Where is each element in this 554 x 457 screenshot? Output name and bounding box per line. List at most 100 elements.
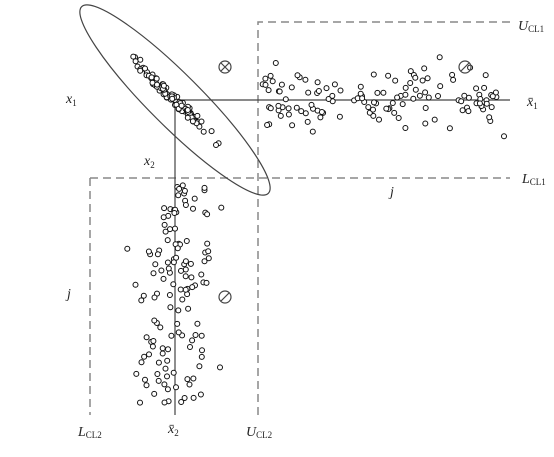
symbol bbox=[220, 292, 230, 302]
point bbox=[217, 364, 223, 371]
point bbox=[422, 89, 429, 96]
label-text: L bbox=[521, 172, 530, 187]
point bbox=[199, 347, 205, 354]
point bbox=[450, 76, 457, 83]
point bbox=[419, 77, 426, 84]
point bbox=[154, 251, 161, 258]
point bbox=[309, 128, 316, 135]
point bbox=[458, 98, 465, 105]
point bbox=[149, 343, 156, 350]
point bbox=[289, 122, 296, 129]
point bbox=[285, 111, 292, 118]
point bbox=[407, 68, 414, 75]
point bbox=[153, 75, 160, 82]
point bbox=[178, 102, 185, 109]
point bbox=[492, 89, 499, 96]
point bbox=[399, 101, 406, 108]
point bbox=[304, 118, 311, 125]
point bbox=[177, 286, 184, 293]
label-sub: 2 bbox=[150, 160, 155, 170]
point bbox=[172, 225, 178, 232]
point bbox=[164, 259, 171, 266]
point bbox=[173, 384, 179, 391]
point bbox=[145, 248, 152, 255]
point bbox=[376, 116, 382, 123]
point bbox=[164, 386, 171, 393]
point bbox=[424, 75, 431, 82]
point bbox=[285, 105, 292, 112]
point bbox=[269, 78, 276, 85]
point bbox=[374, 89, 381, 96]
point bbox=[161, 221, 168, 228]
point bbox=[182, 266, 189, 273]
point bbox=[188, 274, 195, 281]
point bbox=[142, 376, 148, 383]
point bbox=[422, 120, 429, 127]
point bbox=[203, 279, 210, 286]
point bbox=[132, 281, 139, 288]
point bbox=[181, 187, 188, 194]
point bbox=[198, 271, 205, 278]
point bbox=[481, 84, 488, 91]
point bbox=[267, 72, 274, 79]
point bbox=[385, 72, 392, 79]
point bbox=[178, 399, 185, 405]
point bbox=[155, 377, 162, 384]
point bbox=[178, 267, 184, 274]
point bbox=[482, 72, 489, 79]
label-text: j bbox=[388, 185, 394, 200]
point bbox=[185, 305, 192, 312]
point bbox=[198, 332, 205, 339]
point bbox=[161, 205, 168, 212]
point bbox=[142, 65, 148, 72]
point bbox=[194, 112, 201, 119]
point bbox=[357, 83, 364, 90]
point bbox=[200, 128, 207, 135]
point bbox=[181, 395, 188, 401]
point bbox=[370, 71, 377, 78]
point bbox=[143, 334, 150, 341]
point bbox=[137, 67, 144, 74]
point bbox=[201, 258, 208, 265]
point bbox=[293, 104, 300, 111]
point bbox=[175, 307, 182, 314]
point bbox=[435, 93, 441, 99]
label-sub: CL2 bbox=[86, 430, 102, 440]
point bbox=[170, 369, 177, 376]
point bbox=[370, 106, 376, 113]
label: UCL1 bbox=[518, 19, 544, 34]
label-sub: CL2 bbox=[256, 430, 272, 440]
point bbox=[383, 105, 390, 112]
point bbox=[205, 255, 212, 262]
point bbox=[184, 107, 191, 113]
point bbox=[392, 77, 399, 84]
point bbox=[389, 100, 396, 106]
region-symbols bbox=[218, 60, 472, 304]
point bbox=[167, 226, 173, 233]
point bbox=[159, 345, 166, 352]
point bbox=[371, 99, 377, 106]
point bbox=[365, 104, 372, 111]
point bbox=[394, 94, 401, 101]
point bbox=[175, 329, 182, 336]
point bbox=[138, 359, 145, 366]
point bbox=[489, 93, 496, 100]
point bbox=[461, 92, 468, 99]
point bbox=[154, 371, 161, 377]
point bbox=[308, 101, 315, 108]
point bbox=[213, 142, 219, 148]
point bbox=[501, 133, 507, 140]
point bbox=[158, 267, 165, 274]
point bbox=[159, 350, 166, 357]
label: x2 bbox=[143, 154, 155, 170]
point bbox=[205, 248, 212, 255]
point bbox=[137, 399, 143, 406]
point bbox=[483, 100, 490, 107]
point bbox=[140, 292, 147, 299]
label-text: j bbox=[65, 287, 71, 302]
point bbox=[130, 53, 137, 60]
point bbox=[179, 182, 186, 189]
point bbox=[262, 75, 269, 82]
point bbox=[422, 105, 429, 111]
point bbox=[189, 284, 196, 291]
